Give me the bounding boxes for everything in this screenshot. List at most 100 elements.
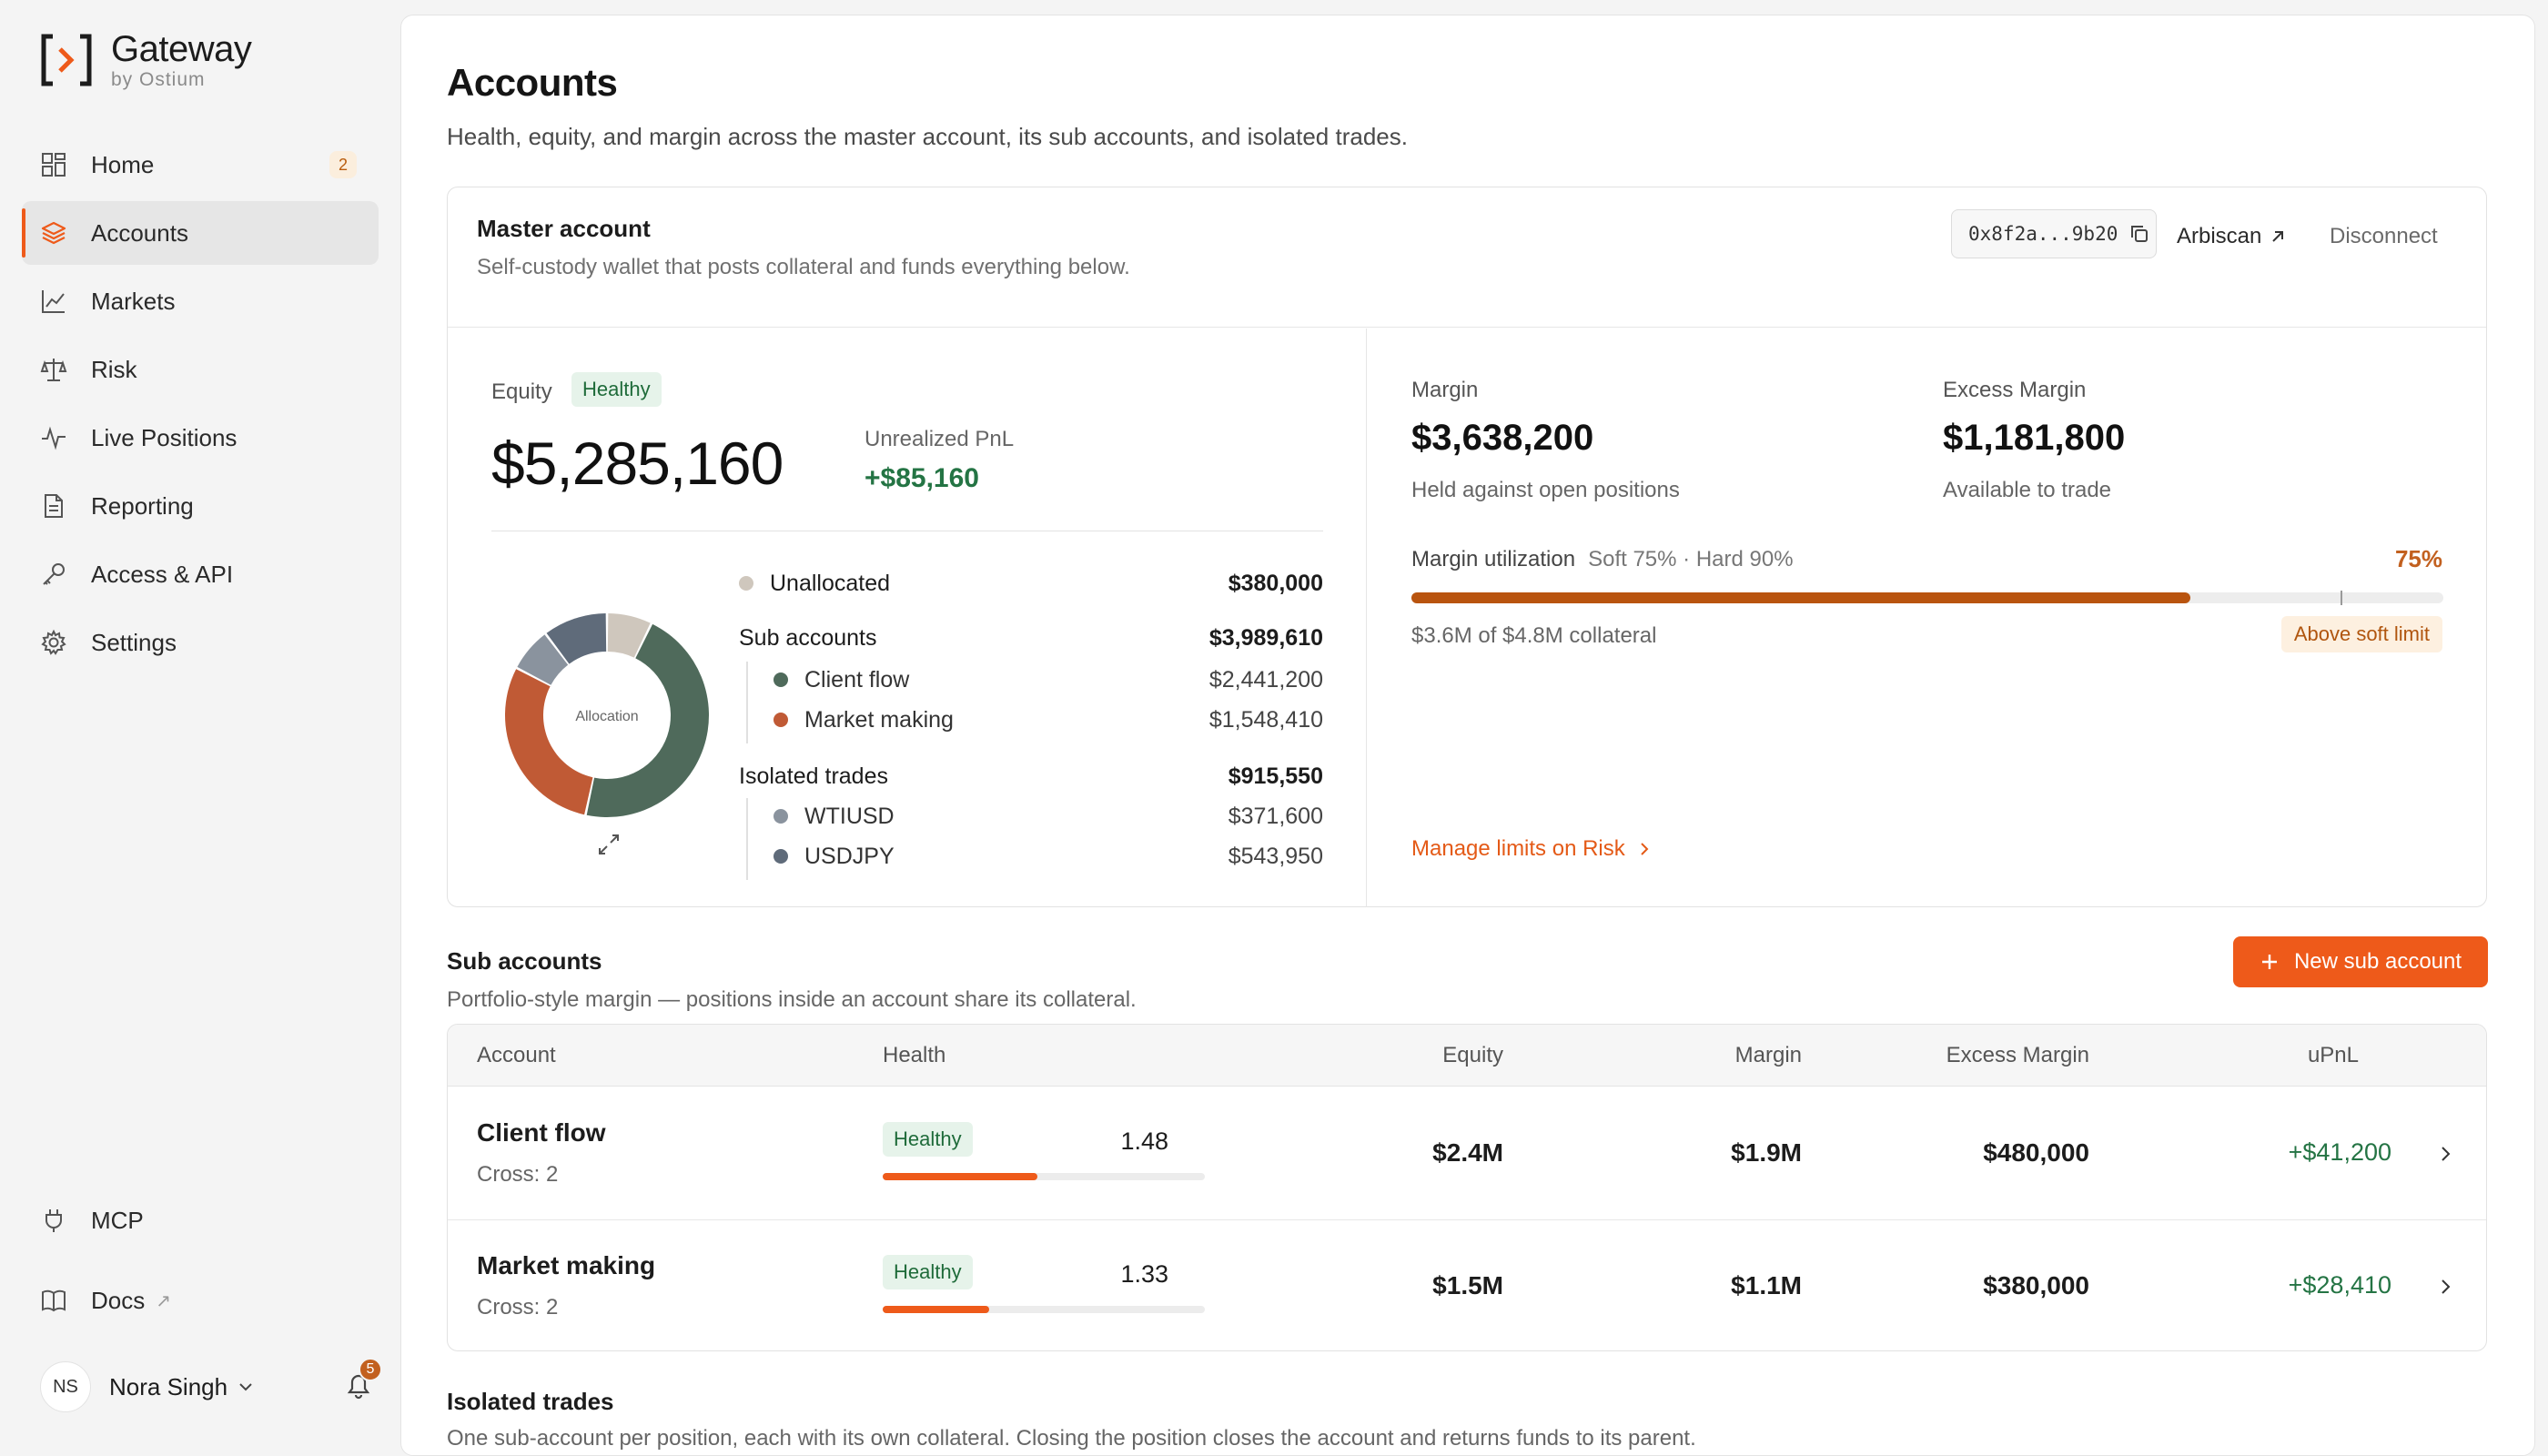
equity-value: $5,285,160 (491, 430, 784, 497)
health-ratio: 1.33 (1120, 1260, 1168, 1288)
plus-icon (2261, 955, 2277, 969)
arbiscan-link[interactable]: Arbiscan (2177, 224, 2287, 249)
donut-segment-client-flow[interactable] (586, 623, 710, 818)
sidebar-item-reporting[interactable]: Reporting (22, 474, 379, 538)
avatar: NS (40, 1361, 91, 1412)
margin-label: Margin (1411, 378, 1479, 402)
legend-dot (774, 713, 788, 727)
donut-segment-usdjpy[interactable] (546, 613, 607, 664)
equity-label: Equity (491, 379, 552, 404)
notification-count: 5 (359, 1358, 382, 1381)
sidebar-item-label: Home (91, 150, 155, 178)
column-header-upnl[interactable]: uPnL (2307, 1043, 2359, 1067)
sidebar-item-risk[interactable]: Risk (22, 338, 379, 401)
disconnect-button[interactable]: Disconnect (2330, 224, 2438, 248)
copy-icon[interactable] (2128, 223, 2150, 245)
isolated-trades-title: Isolated trades (447, 1388, 614, 1415)
column-header-equity[interactable]: Equity (1442, 1043, 1503, 1067)
health-bar-fill (883, 1173, 1037, 1180)
expand-icon[interactable] (595, 831, 622, 858)
manage-limits-label: Manage limits on Risk (1411, 836, 1625, 861)
margin-subtitle: Held against open positions (1411, 478, 1680, 502)
utilization-thresholds: Soft 75% · Hard 90% (1588, 547, 1794, 571)
wallet-address-chip[interactable]: 0x8f2a...9b20 (1951, 209, 2157, 258)
notifications-button[interactable]: 5 (340, 1358, 382, 1403)
utilization-percent: 75% (2394, 545, 2442, 572)
page-subtitle: Health, equity, and margin across the ma… (447, 123, 1408, 150)
isolated-trades-subtitle: One sub-account per position, each with … (447, 1426, 1696, 1451)
margin-cell: $1.9M (1731, 1138, 1802, 1167)
allocation-group-label: Isolated trades (739, 763, 888, 789)
sidebar-item-home[interactable]: Home 2 (22, 133, 379, 197)
upnl-cell: +$28,410 (2288, 1271, 2391, 1299)
main-content: Accounts Health, equity, and margin acro… (400, 15, 2535, 1456)
soft-limit-badge: Above soft limit (2280, 616, 2442, 652)
external-link-icon: ↗ (156, 1290, 172, 1311)
allocation-value: $2,441,200 (1208, 666, 1323, 693)
key-icon (40, 561, 67, 588)
sidebar-item-access-api[interactable]: Access & API (22, 542, 379, 606)
donut-segment-unallocated[interactable] (607, 613, 651, 658)
external-link-icon (2272, 231, 2284, 242)
sidebar-item-live-positions[interactable]: Live Positions (22, 406, 379, 470)
sidebar-item-markets[interactable]: Markets (22, 269, 379, 333)
margin-cell: $1.1M (1731, 1271, 1802, 1299)
allocation-row-market-making: Market making $1,548,410 (739, 702, 1323, 738)
health-bar (883, 1306, 1205, 1313)
pulse-icon (40, 424, 67, 451)
brand-name: Gateway (111, 29, 252, 69)
sidebar-item-label: Live Positions (91, 423, 238, 451)
status-badge: Healthy (571, 372, 662, 407)
table-row[interactable]: Market making Cross: 2 Healthy 1.33 $1.5… (448, 1220, 2486, 1350)
bell-icon (347, 1374, 370, 1400)
sidebar-item-accounts[interactable]: Accounts (22, 201, 379, 265)
sidebar-item-label: Risk (91, 355, 137, 383)
donut-segment-market-making[interactable] (505, 669, 593, 815)
new-sub-account-label: New sub account (2293, 949, 2462, 974)
health-ratio: 1.48 (1120, 1127, 1168, 1155)
margin-utilization-label: Margin utilization Soft 75% · Hard 90% (1411, 547, 1794, 572)
sub-accounts-title: Sub accounts (447, 947, 602, 975)
allocation-row-unallocated: Unallocated $380,000 (739, 565, 1323, 602)
column-header-excess-margin[interactable]: Excess Margin (1946, 1043, 2089, 1067)
sidebar: Gateway by Ostium Home 2 Accounts Market… (0, 0, 399, 1456)
equity-panel: Equity Healthy $5,285,160 Unrealized PnL… (448, 329, 1367, 907)
manage-limits-link[interactable]: Manage limits on Risk (1411, 836, 1653, 862)
excess-margin-subtitle: Available to trade (1943, 478, 2112, 502)
user-menu[interactable]: NS Nora Singh 5 (40, 1358, 382, 1414)
allocation-row-client-flow: Client flow $2,441,200 (739, 662, 1323, 698)
upnl-value: +$85,160 (864, 463, 979, 493)
legend-dot (774, 809, 788, 824)
brand[interactable]: Gateway by Ostium (40, 27, 252, 91)
chevron-right-icon[interactable] (2433, 1275, 2457, 1299)
column-header-account[interactable]: Account (477, 1043, 556, 1067)
health-bar-fill (883, 1306, 989, 1313)
sidebar-item-label: Reporting (91, 491, 194, 520)
chevron-right-icon[interactable] (2433, 1142, 2457, 1166)
sidebar-item-settings[interactable]: Settings (22, 611, 379, 674)
allocation-label: Unallocated (770, 570, 891, 596)
allocation-donut[interactable]: Allocation (502, 611, 712, 820)
table-row[interactable]: Client flow Cross: 2 Healthy 1.48 $2.4M … (448, 1087, 2486, 1220)
donut-segment-wtiusd[interactable] (517, 634, 569, 685)
tree-line (746, 662, 748, 743)
allocation-label: Client flow (804, 666, 910, 693)
sidebar-item-label: Accounts (91, 218, 188, 247)
new-sub-account-button[interactable]: New sub account (2233, 936, 2488, 987)
notification-badge: 2 (329, 151, 357, 178)
excess-margin-cell: $480,000 (1983, 1138, 2089, 1167)
master-account-card: Master account Self-custody wallet that … (447, 187, 2487, 907)
column-header-margin[interactable]: Margin (1734, 1043, 1802, 1067)
margin-value: $3,638,200 (1411, 418, 1594, 458)
sidebar-item-mcp[interactable]: MCP (22, 1188, 379, 1252)
table-header: Account Health Equity Margin Excess Marg… (448, 1025, 2486, 1087)
allocation-group-label: Sub accounts (739, 624, 877, 651)
legend-dot (774, 849, 788, 864)
gateway-logo-icon (41, 34, 92, 86)
account-name: Market making (477, 1251, 656, 1279)
utilization-collateral: $3.6M of $4.8M collateral (1411, 623, 1657, 648)
status-badge: Healthy (883, 1122, 973, 1157)
column-header-health[interactable]: Health (883, 1043, 946, 1067)
excess-margin-value: $1,181,800 (1943, 418, 2126, 458)
sidebar-item-docs[interactable]: Docs ↗ (22, 1269, 379, 1332)
